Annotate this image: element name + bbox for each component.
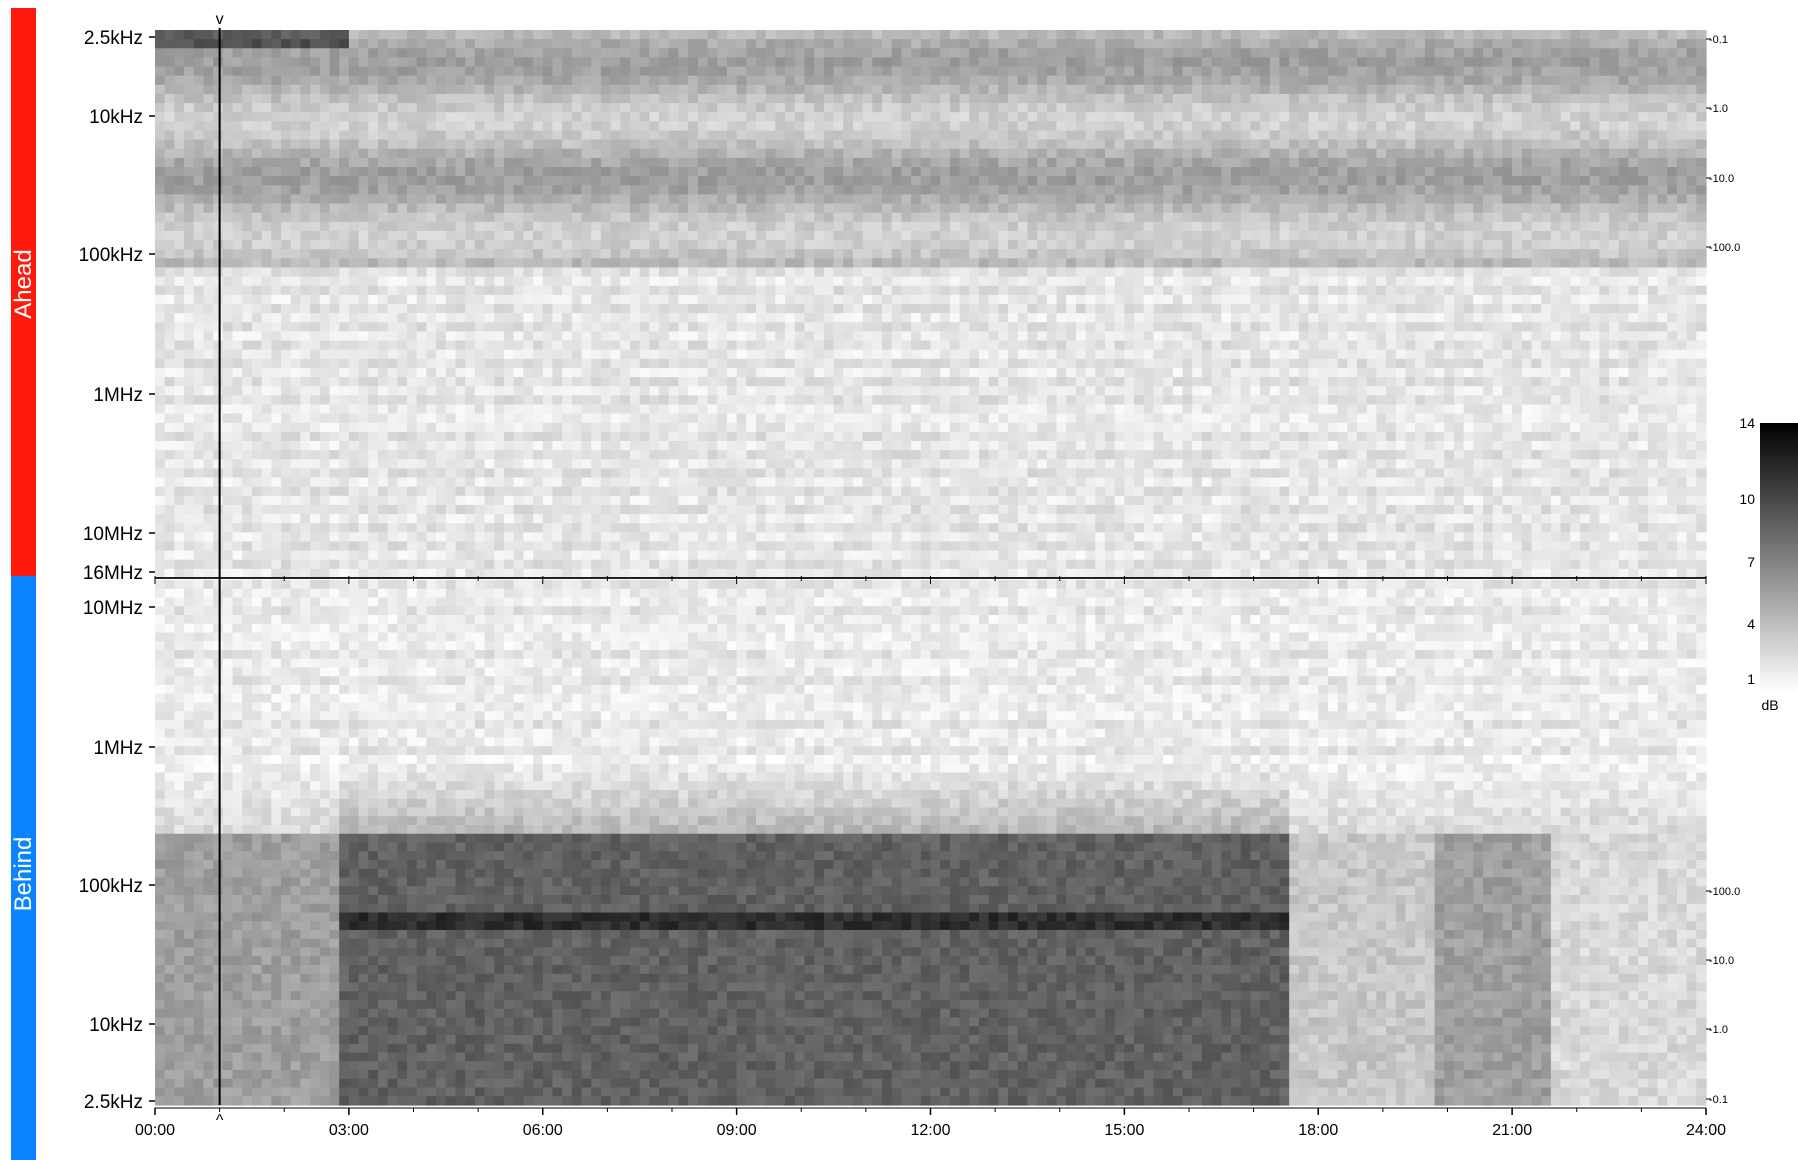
colorbar-tick-label: 10 (1739, 491, 1755, 507)
y-tick-label-top: 10kHz (89, 107, 143, 128)
event-marker-bottom: ^ (216, 1112, 224, 1129)
y-tick-label-top: 10MHz (83, 524, 143, 545)
y-tick-label-top: 16MHz (83, 563, 143, 584)
y-tick-label-bottom: 10kHz (89, 1015, 143, 1036)
x-tick-label: 21:00 (1492, 1122, 1532, 1139)
right-tick-label-bottom: -0.1 (1709, 1094, 1728, 1106)
ahead-spectrogram (155, 30, 1707, 579)
y-tick-label-bottom: 100kHz (79, 876, 143, 897)
x-tick-label: 09:00 (717, 1122, 757, 1139)
y-tick-label-top: 1MHz (93, 385, 143, 406)
right-tick-label-bottom: -10.0 (1709, 955, 1734, 967)
colorbar-tick-label: 7 (1747, 554, 1755, 570)
colorbar-tick-label: 4 (1747, 616, 1755, 632)
x-tick-label: 18:00 (1298, 1122, 1338, 1139)
right-tick-label-top: -0.1 (1709, 34, 1728, 46)
right-tick-label-top: -1.0 (1709, 103, 1728, 115)
right-tick-label-top: -10.0 (1709, 173, 1734, 185)
y-tick-label-bottom: 1MHz (93, 738, 143, 759)
y-tick-label-bottom: 10MHz (83, 598, 143, 619)
right-tick-label-bottom: -100.0 (1709, 886, 1740, 898)
y-tick-label-top: 2.5kHz (84, 28, 143, 49)
x-tick-label: 03:00 (329, 1122, 369, 1139)
x-tick-label: 12:00 (910, 1122, 950, 1139)
x-tick-label: 24:00 (1686, 1122, 1726, 1139)
colorbar: 14 10 7 4 1 dB (1739, 415, 1798, 713)
colorbar-unit: dB (1761, 697, 1778, 713)
behind-spectrogram (155, 580, 1707, 1106)
right-tick-label-top: -100.0 (1709, 242, 1740, 254)
colorbar-tick-label: 14 (1739, 415, 1755, 431)
x-tick-label: 15:00 (1104, 1122, 1144, 1139)
x-tick-label: 00:00 (135, 1122, 175, 1139)
event-marker-top: v (216, 11, 224, 28)
y-tick-label-top: 100kHz (79, 245, 143, 266)
right-tick-label-bottom: -1.0 (1709, 1024, 1728, 1036)
y-tick-label-bottom: 2.5kHz (84, 1092, 143, 1113)
x-tick-label: 06:00 (523, 1122, 563, 1139)
colorbar-gradient (1760, 423, 1798, 693)
colorbar-tick-label: 1 (1747, 671, 1755, 687)
